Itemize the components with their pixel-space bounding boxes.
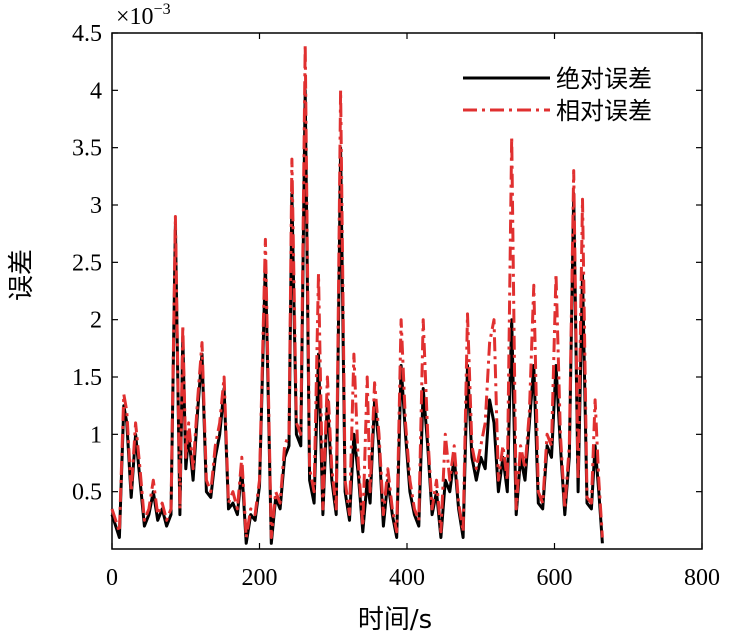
y-multiplier: ×10−3	[116, 1, 171, 30]
y-tick-label: 1.5	[72, 365, 102, 391]
y-multiplier-base: ×10	[116, 4, 154, 30]
series-line-relative-error	[110, 43, 604, 539]
x-tick-label: 600	[537, 565, 573, 591]
y-multiplier-exponent: −3	[154, 1, 171, 18]
y-tick-label: 1	[90, 422, 102, 448]
x-tick-label: 400	[389, 565, 425, 591]
y-tick-label: 4	[90, 78, 102, 104]
y-tick-label: 0.5	[72, 480, 102, 506]
series-layer	[110, 43, 604, 545]
y-axis-title: 误差	[7, 249, 37, 301]
y-tick-label: 2.5	[72, 250, 102, 276]
x-tick-label: 200	[242, 565, 278, 591]
y-tick-label: 3.5	[72, 136, 102, 162]
x-tick-label: 0	[106, 565, 118, 591]
legend-label-absolute: 绝对误差	[556, 65, 652, 93]
y-tick-label: 3	[90, 193, 102, 219]
legend-label-relative: 相对误差	[556, 97, 652, 125]
y-axis-ticks: 0.5 1 1.5 2 2.5 3 3.5 4 4.5	[72, 21, 702, 506]
y-tick-label: 2	[90, 308, 102, 334]
legend: 绝对误差 相对误差	[463, 65, 652, 125]
x-tick-label: 800	[684, 565, 720, 591]
series-line-absolute-error	[110, 88, 604, 545]
y-tick-label: 4.5	[72, 21, 102, 47]
x-axis-ticks: 0 200 400 600 800	[106, 33, 720, 591]
x-axis-title: 时间/s	[358, 605, 432, 635]
